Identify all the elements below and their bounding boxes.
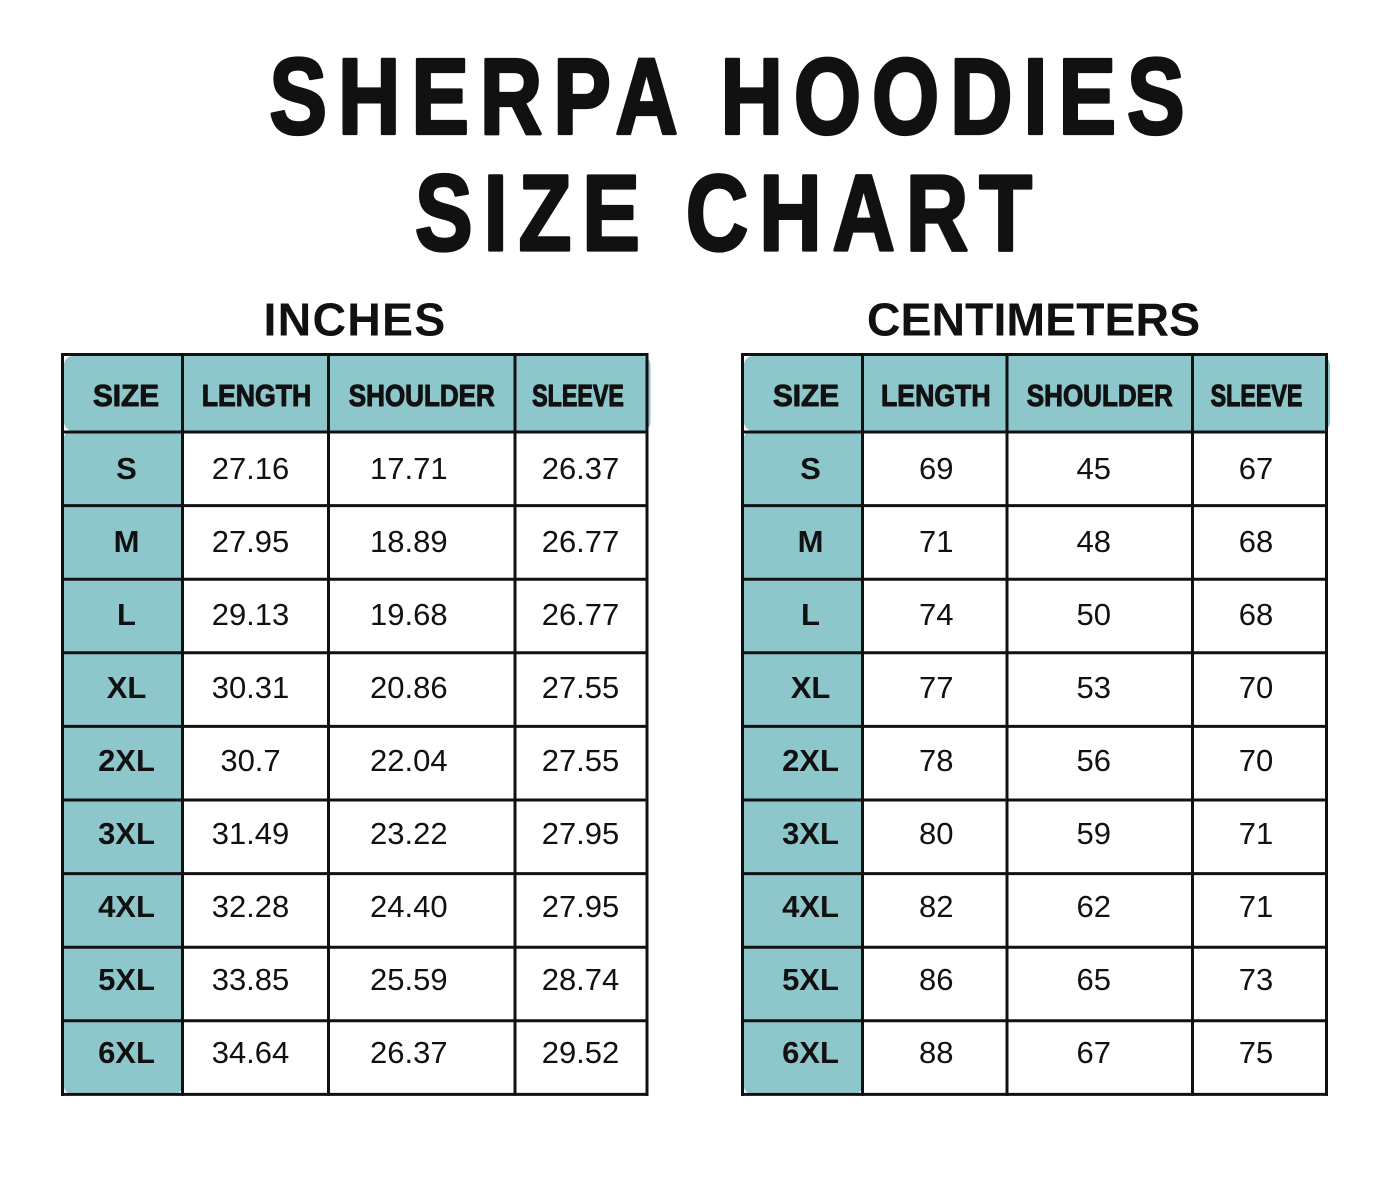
svg-text:L: L — [117, 597, 136, 632]
svg-text:6XL: 6XL — [98, 1035, 155, 1070]
svg-text:22.04: 22.04 — [370, 743, 448, 778]
svg-text:26.37: 26.37 — [370, 1035, 448, 1070]
svg-text:53: 53 — [1077, 670, 1111, 705]
svg-text:29.13: 29.13 — [212, 597, 290, 632]
svg-text:71: 71 — [919, 524, 953, 559]
svg-text:26.37: 26.37 — [542, 451, 620, 486]
svg-text:XL: XL — [791, 670, 831, 705]
svg-text:80: 80 — [919, 816, 953, 851]
svg-text:4XL: 4XL — [98, 889, 155, 924]
svg-text:SLEEVE: SLEEVE — [1211, 378, 1303, 413]
svg-text:26.77: 26.77 — [542, 597, 620, 632]
svg-text:27.95: 27.95 — [542, 889, 620, 924]
svg-text:SIZE: SIZE — [93, 378, 159, 413]
svg-text:34.64: 34.64 — [212, 1035, 290, 1070]
svg-text:70: 70 — [1239, 670, 1273, 705]
svg-text:M: M — [798, 524, 824, 559]
svg-text:27.16: 27.16 — [212, 451, 290, 486]
svg-text:3XL: 3XL — [98, 816, 155, 851]
svg-text:2XL: 2XL — [782, 743, 839, 778]
svg-text:XL: XL — [107, 670, 147, 705]
svg-text:29.52: 29.52 — [542, 1035, 620, 1070]
svg-text:71: 71 — [1239, 816, 1273, 851]
svg-text:M: M — [114, 524, 140, 559]
svg-text:45: 45 — [1077, 451, 1111, 486]
svg-text:S: S — [116, 451, 137, 486]
svg-text:86: 86 — [919, 962, 953, 997]
svg-text:68: 68 — [1239, 524, 1273, 559]
svg-text:31.49: 31.49 — [212, 816, 290, 851]
svg-text:25.59: 25.59 — [370, 962, 448, 997]
svg-text:77: 77 — [919, 670, 953, 705]
svg-text:SLEEVE: SLEEVE — [532, 378, 624, 413]
svg-text:SIZE: SIZE — [773, 378, 839, 413]
svg-text:70: 70 — [1239, 743, 1273, 778]
svg-text:L: L — [801, 597, 820, 632]
svg-text:5XL: 5XL — [782, 962, 839, 997]
svg-text:S: S — [800, 451, 821, 486]
svg-text:SHOULDER: SHOULDER — [1027, 379, 1173, 414]
svg-text:17.71: 17.71 — [370, 451, 448, 486]
svg-text:27.55: 27.55 — [542, 743, 620, 778]
svg-text:33.85: 33.85 — [212, 962, 290, 997]
svg-text:20.86: 20.86 — [370, 670, 448, 705]
svg-text:48: 48 — [1077, 524, 1111, 559]
svg-text:78: 78 — [919, 743, 953, 778]
svg-text:73: 73 — [1239, 962, 1273, 997]
svg-text:75: 75 — [1239, 1035, 1273, 1070]
svg-text:26.77: 26.77 — [542, 524, 620, 559]
svg-text:27.95: 27.95 — [212, 524, 290, 559]
svg-text:LENGTH: LENGTH — [881, 379, 991, 413]
svg-text:CENTIMETERS: CENTIMETERS — [867, 294, 1200, 346]
svg-text:SHERPA HOODIES: SHERPA HOODIES — [269, 35, 1195, 156]
svg-text:23.22: 23.22 — [370, 816, 448, 851]
svg-text:65: 65 — [1077, 962, 1111, 997]
svg-text:74: 74 — [919, 597, 953, 632]
svg-text:67: 67 — [1077, 1035, 1111, 1070]
svg-text:LENGTH: LENGTH — [202, 379, 312, 413]
svg-text:5XL: 5XL — [98, 962, 155, 997]
svg-text:SIZE CHART: SIZE CHART — [415, 152, 1043, 273]
svg-text:6XL: 6XL — [782, 1035, 839, 1070]
svg-text:59: 59 — [1077, 816, 1111, 851]
svg-text:30.7: 30.7 — [220, 743, 280, 778]
svg-text:68: 68 — [1239, 597, 1273, 632]
svg-text:INCHES: INCHES — [264, 294, 447, 346]
svg-text:32.28: 32.28 — [212, 889, 290, 924]
svg-text:SHOULDER: SHOULDER — [349, 379, 495, 414]
svg-text:28.74: 28.74 — [542, 962, 620, 997]
svg-text:24.40: 24.40 — [370, 889, 448, 924]
svg-text:2XL: 2XL — [98, 743, 155, 778]
svg-text:50: 50 — [1077, 597, 1111, 632]
svg-text:27.55: 27.55 — [542, 670, 620, 705]
svg-text:4XL: 4XL — [782, 889, 839, 924]
svg-text:69: 69 — [919, 451, 953, 486]
svg-text:3XL: 3XL — [782, 816, 839, 851]
svg-text:56: 56 — [1077, 743, 1111, 778]
svg-text:82: 82 — [919, 889, 953, 924]
svg-text:19.68: 19.68 — [370, 597, 448, 632]
svg-text:62: 62 — [1077, 889, 1111, 924]
svg-text:18.89: 18.89 — [370, 524, 448, 559]
svg-text:30.31: 30.31 — [212, 670, 290, 705]
svg-text:67: 67 — [1239, 451, 1273, 486]
svg-text:71: 71 — [1239, 889, 1273, 924]
svg-text:27.95: 27.95 — [542, 816, 620, 851]
svg-text:88: 88 — [919, 1035, 953, 1070]
